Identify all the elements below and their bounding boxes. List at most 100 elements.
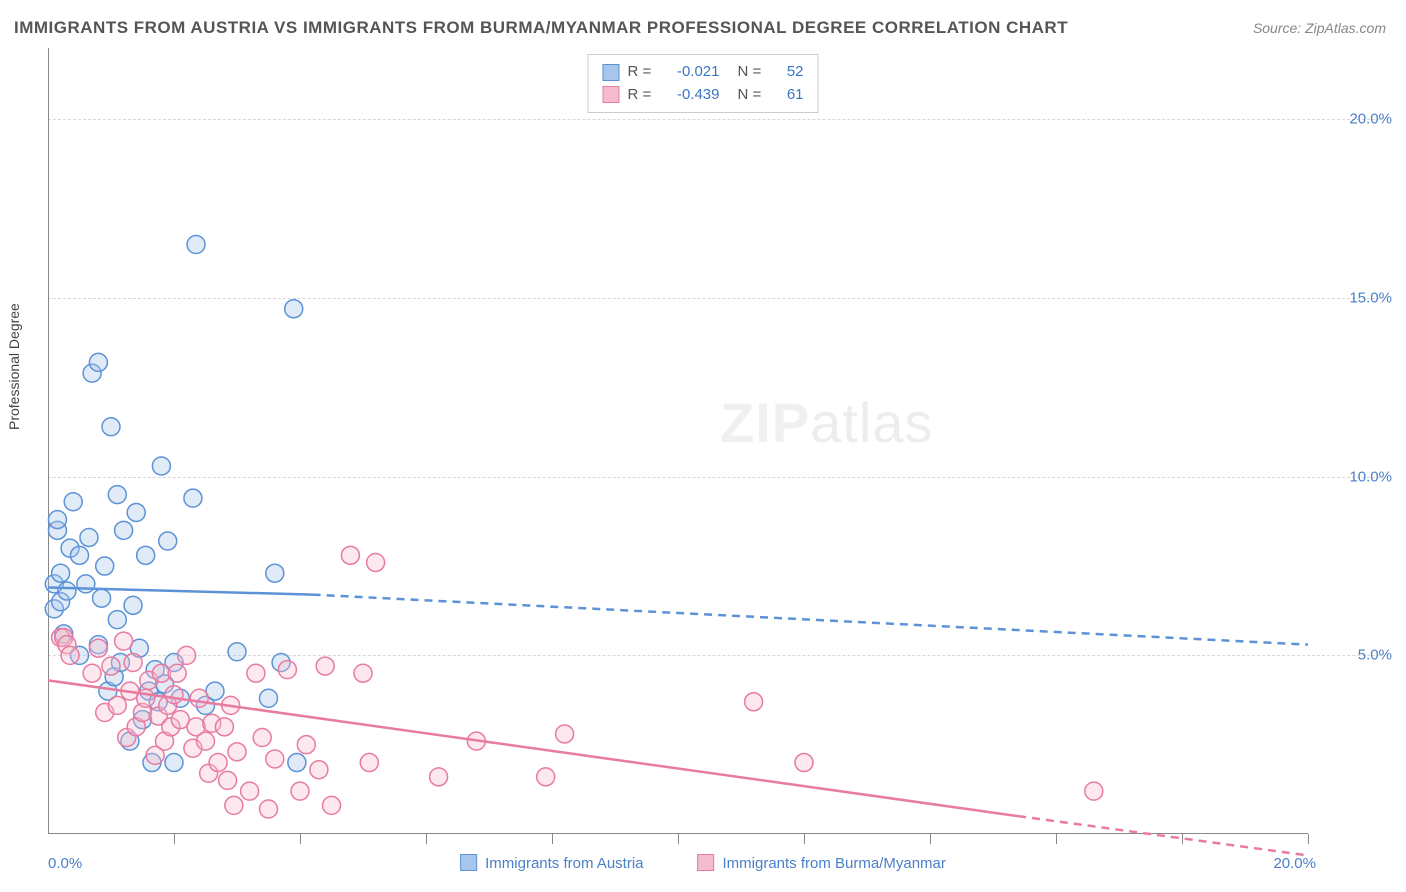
data-point bbox=[165, 754, 183, 772]
data-point bbox=[291, 782, 309, 800]
legend-r-value-burma: -0.439 bbox=[664, 84, 720, 107]
x-tick bbox=[804, 834, 805, 844]
y-axis-label: Professional Degree bbox=[6, 303, 22, 430]
data-point bbox=[228, 643, 246, 661]
data-point bbox=[80, 528, 98, 546]
y-tick-label: 10.0% bbox=[1349, 468, 1392, 485]
legend-n-value-austria: 52 bbox=[774, 61, 804, 84]
data-point bbox=[168, 664, 186, 682]
x-tick bbox=[1308, 834, 1309, 844]
data-point bbox=[260, 689, 278, 707]
legend-n-label: N = bbox=[738, 84, 766, 107]
x-tick bbox=[174, 834, 175, 844]
data-point bbox=[152, 457, 170, 475]
x-axis-max-label: 20.0% bbox=[1273, 855, 1316, 872]
legend-n-value-burma: 61 bbox=[774, 84, 804, 107]
data-point bbox=[360, 754, 378, 772]
data-point bbox=[89, 639, 107, 657]
data-point bbox=[58, 582, 76, 600]
trend-line-dashed bbox=[1018, 816, 1308, 855]
plot-svg bbox=[48, 48, 1308, 834]
data-point bbox=[108, 611, 126, 629]
series-legend-burma: Immigrants from Burma/Myanmar bbox=[698, 854, 946, 872]
data-point bbox=[190, 689, 208, 707]
data-point bbox=[219, 771, 237, 789]
data-point bbox=[354, 664, 372, 682]
legend-n-label: N = bbox=[738, 61, 766, 84]
data-point bbox=[278, 661, 296, 679]
data-point bbox=[115, 632, 133, 650]
data-point bbox=[108, 696, 126, 714]
data-point bbox=[323, 796, 341, 814]
data-point bbox=[247, 664, 265, 682]
correlation-legend: R = -0.021 N = 52 R = -0.439 N = 61 bbox=[588, 54, 819, 113]
data-point bbox=[127, 503, 145, 521]
legend-r-value-austria: -0.021 bbox=[664, 61, 720, 84]
data-point bbox=[115, 521, 133, 539]
data-point bbox=[537, 768, 555, 786]
swatch-austria bbox=[603, 64, 620, 81]
x-tick bbox=[678, 834, 679, 844]
x-axis-min-label: 0.0% bbox=[48, 855, 82, 872]
data-point bbox=[297, 736, 315, 754]
data-point bbox=[795, 754, 813, 772]
data-point bbox=[77, 575, 95, 593]
data-point bbox=[102, 418, 120, 436]
x-tick bbox=[426, 834, 427, 844]
data-point bbox=[102, 657, 120, 675]
legend-r-label: R = bbox=[628, 84, 656, 107]
data-point bbox=[71, 546, 89, 564]
data-point bbox=[228, 743, 246, 761]
data-point bbox=[93, 589, 111, 607]
data-point bbox=[266, 564, 284, 582]
data-point bbox=[260, 800, 278, 818]
data-point bbox=[159, 532, 177, 550]
data-point bbox=[1085, 782, 1103, 800]
data-point bbox=[209, 754, 227, 772]
x-tick bbox=[552, 834, 553, 844]
swatch-burma bbox=[603, 86, 620, 103]
data-point bbox=[266, 750, 284, 768]
data-point bbox=[745, 693, 763, 711]
data-point bbox=[184, 489, 202, 507]
data-point bbox=[316, 657, 334, 675]
x-tick bbox=[300, 834, 301, 844]
data-point bbox=[89, 353, 107, 371]
data-point bbox=[556, 725, 574, 743]
swatch-burma-icon bbox=[698, 854, 715, 871]
data-point bbox=[48, 511, 66, 529]
series-legend: Immigrants from Austria Immigrants from … bbox=[460, 854, 946, 872]
data-point bbox=[83, 664, 101, 682]
data-point bbox=[253, 729, 271, 747]
chart-title: IMMIGRANTS FROM AUSTRIA VS IMMIGRANTS FR… bbox=[14, 18, 1068, 38]
legend-r-label: R = bbox=[628, 61, 656, 84]
x-tick bbox=[1182, 834, 1183, 844]
data-point bbox=[367, 553, 385, 571]
data-point bbox=[341, 546, 359, 564]
data-point bbox=[124, 596, 142, 614]
data-point bbox=[241, 782, 259, 800]
data-point bbox=[225, 796, 243, 814]
legend-row-burma: R = -0.439 N = 61 bbox=[603, 84, 804, 107]
data-point bbox=[124, 654, 142, 672]
data-point bbox=[52, 564, 70, 582]
source-attribution: Source: ZipAtlas.com bbox=[1253, 20, 1386, 36]
data-point bbox=[288, 754, 306, 772]
y-tick-label: 15.0% bbox=[1349, 290, 1392, 307]
series-label-burma: Immigrants from Burma/Myanmar bbox=[723, 855, 946, 872]
x-tick bbox=[930, 834, 931, 844]
series-label-austria: Immigrants from Austria bbox=[485, 855, 643, 872]
data-point bbox=[108, 486, 126, 504]
data-point bbox=[187, 236, 205, 254]
data-point bbox=[64, 493, 82, 511]
data-point bbox=[178, 646, 196, 664]
data-point bbox=[197, 732, 215, 750]
data-point bbox=[61, 646, 79, 664]
legend-row-austria: R = -0.021 N = 52 bbox=[603, 61, 804, 84]
data-point bbox=[285, 300, 303, 318]
trend-line-dashed bbox=[313, 595, 1308, 645]
data-point bbox=[96, 557, 114, 575]
x-tick bbox=[1056, 834, 1057, 844]
data-point bbox=[215, 718, 233, 736]
data-point bbox=[137, 546, 155, 564]
